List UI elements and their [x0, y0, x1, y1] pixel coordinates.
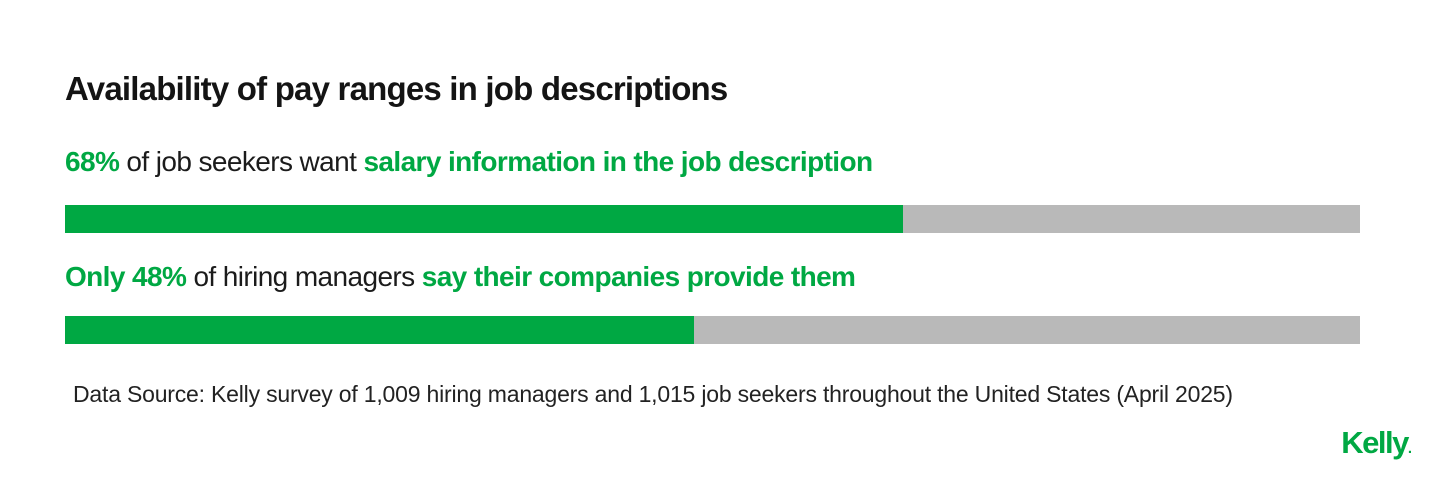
- row-1-highlight-text: salary information in the job descriptio…: [363, 146, 873, 177]
- kelly-logo-text: Kelly: [1341, 425, 1409, 460]
- row-2-highlight-text: say their companies provide them: [421, 261, 856, 292]
- kelly-logo-dot: .: [1407, 440, 1412, 457]
- chart-title: Availability of pay ranges in job descri…: [65, 70, 728, 107]
- data-source-note: Data Source: Kelly survey of 1,009 hirin…: [73, 381, 1233, 407]
- row-2-label: Only 48% of hiring managers say their co…: [65, 261, 856, 292]
- row-2-value-text: Only 48%: [65, 261, 187, 292]
- row-1-label: 68% of job seekers want salary informati…: [65, 146, 873, 177]
- row-1-bar-track: [65, 205, 1360, 233]
- row-2-bar-track: [65, 316, 1360, 344]
- row-1-value-text: 68%: [65, 146, 120, 177]
- row-1-bar-fill: [65, 205, 903, 233]
- row-2-bar-fill: [65, 316, 695, 344]
- kelly-logo: Kelly.: [1341, 427, 1412, 458]
- row-1-plain-text: of job seekers want: [119, 146, 364, 177]
- row-2-plain-text: of hiring managers: [186, 261, 422, 292]
